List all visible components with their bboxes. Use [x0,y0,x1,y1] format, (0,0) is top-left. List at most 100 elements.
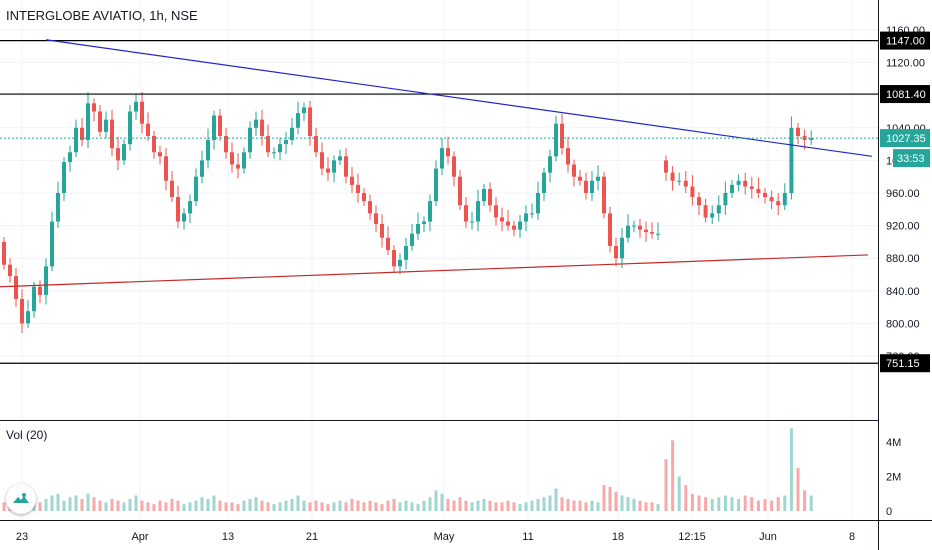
volume-bar [182,504,186,511]
candle-body [697,197,701,206]
candle-body [314,135,318,153]
candle-body [614,245,618,259]
volume-bar [596,502,600,511]
candle-body [266,135,270,153]
candle-body [776,201,781,206]
volume-bar [302,500,306,511]
candle-body [683,180,688,187]
candle-body [326,168,330,173]
volume-bar [763,498,767,511]
candle-body [608,213,612,246]
candle-body [749,186,754,189]
volume-bar [506,500,510,511]
volume-bar [566,498,570,511]
volume-bar [494,502,498,511]
volume-bar [476,500,480,511]
tradingview-logo-icon[interactable] [6,484,36,514]
volume-bar [254,497,258,511]
time-tick-label: Apr [131,531,148,543]
last-price-badge [880,129,930,148]
price-tick-label: 880.00 [886,253,920,265]
candle-body [74,127,78,153]
volume-tick-label: 0 [886,506,892,518]
horizontal-lines[interactable] [0,39,878,364]
volume-bar [750,497,754,511]
volume-bar [140,500,144,511]
candle-body [809,138,814,141]
volume-bar [542,497,546,511]
candle-body [464,205,468,222]
volume-bar [410,502,414,511]
volume-bar [620,495,624,511]
volume-bar [482,498,486,511]
time-tick-label: 13 [222,531,234,543]
candle-body [80,127,84,141]
candle-body [122,144,126,161]
candle-body [656,233,660,235]
candle-body [458,176,462,206]
candle-body [164,156,168,181]
horizontal-line-badge [880,85,930,104]
candle-body [644,229,648,233]
volume-bar [796,467,800,511]
volume-bar [434,490,438,511]
candle-body [32,286,36,312]
volume-bar [803,490,807,511]
volume-bar [86,493,90,511]
volume-bar [122,502,126,511]
volume-bar [638,500,642,511]
volume-bar [110,498,114,511]
volume-bar [386,500,390,511]
price-axis-ticks[interactable]: 1160.001120.001080.001040.001000.00960.0… [886,25,926,363]
candle-body [446,148,450,157]
volume-bar [632,498,636,511]
volume-bar [374,502,378,511]
time-axis-ticks[interactable]: 23 Apr 13 21 May 11 18 12:15 Jun 8 [16,531,855,543]
price-tick-label: 960.00 [886,188,920,200]
volume-bar [206,498,210,511]
candle-body [38,286,42,295]
candle-body [8,264,12,277]
candle-body [158,152,162,157]
volume-bar [146,502,150,511]
volume-bar [644,502,648,511]
candle-body [638,225,642,230]
candle-body [2,241,6,265]
volume-bar [723,495,727,511]
candle-body [320,152,324,169]
trendlines[interactable] [0,39,873,288]
candle-body [212,115,216,141]
candle-body [374,213,378,224]
volume-bar [626,497,630,511]
volume-bar [368,500,372,511]
volume-bar [116,500,120,511]
candle-body [620,237,624,259]
candle-body [200,160,204,177]
candle-body [769,197,774,202]
candlesticks [2,91,814,334]
candle-body [242,152,246,169]
candle-body [632,225,636,227]
candle-body [482,188,486,202]
volume-bar [134,495,138,511]
volume-bar [68,497,72,511]
time-tick-label: 12:15 [678,531,706,543]
candle-body [723,193,728,206]
candle-body [26,311,30,324]
candle-body [590,180,594,193]
price-tick-label: 840.00 [886,286,920,298]
volume-bar [416,504,420,511]
volume-bar [422,500,426,511]
candle-body [470,221,474,223]
candle-body [716,205,721,214]
candle-body [290,127,294,141]
volume-bar [710,498,714,511]
volume-bar [677,476,681,511]
volume-bar [128,498,132,511]
candle-body [428,201,432,222]
volume-bar [362,502,366,511]
volume-bar [428,497,432,511]
countdown-label: 33:53 [897,153,925,165]
volume-bar [464,500,468,511]
